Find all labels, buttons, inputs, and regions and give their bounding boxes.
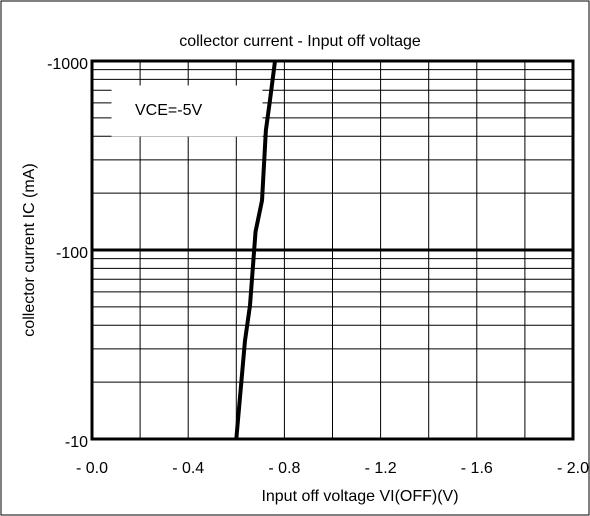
chart-title: collector current - Input off voltage xyxy=(179,33,421,50)
x-tick-label: - 0.4 xyxy=(172,460,204,477)
y-axis-label: collector current IC (mA) xyxy=(21,163,38,336)
data-line xyxy=(234,60,278,440)
y-tick-label: -10 xyxy=(65,434,88,451)
y-tick-label: -1000 xyxy=(47,56,88,73)
y-tick-label: -100 xyxy=(56,245,88,262)
annotation-box xyxy=(111,85,263,137)
x-tick-label: - 0.0 xyxy=(76,460,108,477)
x-tick-label: - 1.6 xyxy=(461,460,493,477)
x-tick-label: - 2.0 xyxy=(557,460,589,477)
annotation: VCE=-5V xyxy=(135,102,202,119)
x-tick-label: - 0.8 xyxy=(268,460,300,477)
x-tick-label: - 1.2 xyxy=(365,460,397,477)
plot-frame xyxy=(90,59,575,441)
x-axis-label: Input off voltage VI(OFF)(V) xyxy=(261,488,458,505)
